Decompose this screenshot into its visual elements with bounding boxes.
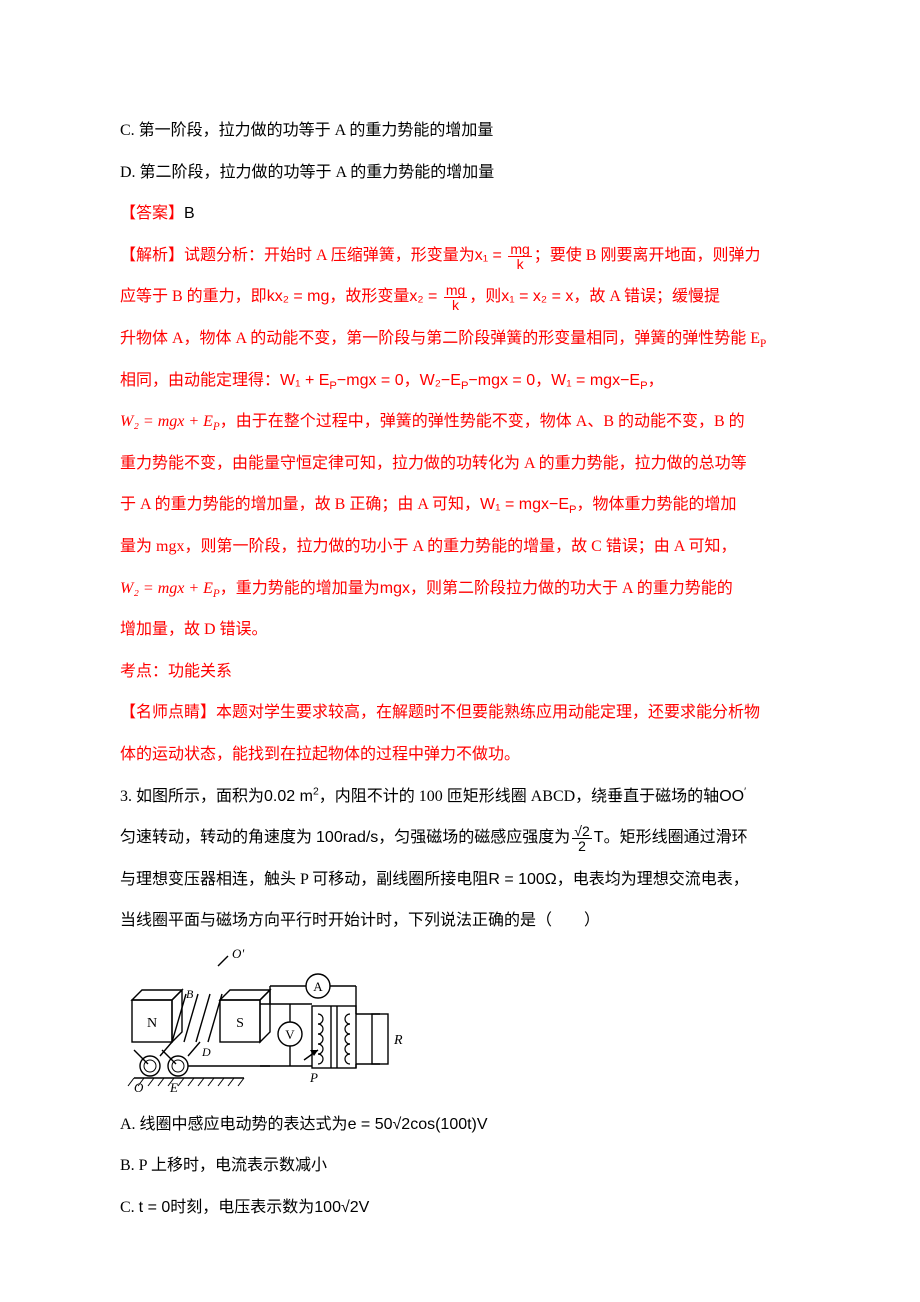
q3-option-a: A. 线圈中感应电动势的表达式为e = 50√2cos(100t)V [120, 1104, 800, 1146]
text: ，由于在整个过程中，弹簧的弹性势能不变，物体 A、B 的动能不变，B 的 [220, 413, 745, 430]
frac-mg-k: mgk [506, 242, 533, 271]
text: 升物体 A，物体 A 的动能不变，第一阶段与第二阶段弹簧的形变量相同，弹簧的弹性… [120, 330, 760, 347]
text: ，故形变量 [329, 288, 409, 305]
text: ，则 [469, 288, 501, 305]
eq-R: R = 100Ω [488, 871, 556, 888]
q2-explain-6: 重力势能不变，由能量守恒定律可知，拉力做的功转化为 A 的重力势能，拉力做的总功… [120, 443, 800, 485]
eq-kx2: kx₂ = mg [267, 288, 330, 305]
q2-explain-3: 升物体 A，物体 A 的动能不变，第一阶段与第二阶段弹簧的形变量相同，弹簧的弹性… [120, 318, 800, 360]
eq-x1: x₁ = [475, 247, 507, 264]
q3-line-3: 与理想变压器相连，触头 P 可移动，副线圈所接电阻R = 100Ω，电表均为理想… [120, 859, 800, 901]
svg-text:A: A [313, 979, 323, 994]
svg-text:N: N [147, 1016, 157, 1031]
circuit-diagram-svg: NSBDO'OEAVPR [120, 948, 405, 1098]
area: 0.02 m2 [264, 788, 319, 805]
svg-text:R: R [393, 1033, 403, 1048]
text: 应等于 B 的重力，即 [120, 288, 267, 305]
q3-option-c: C. t = 0时刻，电压表示数为100√2V [120, 1187, 800, 1229]
eq-w1mgx: W₁ = mgx−EP [480, 496, 576, 513]
q2-explain-8: 量为 mgx，则第一阶段，拉力做的功小于 A 的重力势能的增量，故 C 错误；由… [120, 526, 800, 568]
eq-w1a: W₁ + EP−mgx = 0，W₂−EP−mgx = 0，W₁ = mgx−E… [280, 372, 664, 389]
eq-w2b: W₂ = mgx + EP [120, 580, 220, 597]
text: 相同，由动能定理得： [120, 372, 280, 389]
answer-value: B [184, 205, 195, 222]
frac-sqrt2-2: √22 [570, 824, 593, 853]
svg-text:O: O [134, 1080, 144, 1095]
text: ，匀强磁场的磁感应强度为 [378, 829, 570, 846]
svg-text:S: S [236, 1016, 244, 1031]
text: ，则第二阶段拉力做的功大于 A 的重力势能的 [410, 580, 733, 597]
q2-option-c: C. 第一阶段，拉力做的功等于 A 的重力势能的增加量 [120, 110, 800, 152]
text: ；要使 B 刚要离开地面，则弹力 [534, 247, 761, 264]
text: 如图所示，面积为 [136, 788, 264, 805]
page: C. 第一阶段，拉力做的功等于 A 的重力势能的增加量 D. 第二阶段，拉力做的… [0, 0, 920, 1289]
q2-explain-9: W₂ = mgx + EP，重力势能的增加量为mgx，则第二阶段拉力做的功大于 … [120, 568, 800, 610]
svg-text:D: D [201, 1045, 211, 1059]
q2-explain-10: 增加量，故 D 错误。 [120, 609, 800, 651]
answer-label: 【答案】 [120, 205, 184, 222]
frac-mg-k-2: mgk [442, 283, 469, 312]
text: ，电表均为理想交流电表， [557, 871, 749, 888]
text: ，故 A 错误；缓慢提 [573, 288, 720, 305]
q3-line-1: 3. 如图所示，面积为0.02 m2，内阻不计的 100 匝矩形线圈 ABCD，… [120, 776, 800, 818]
t0: t = 0 [139, 1199, 171, 1216]
q2-topic: 考点：功能关系 [120, 651, 800, 693]
val: 100√2V [314, 1199, 369, 1216]
text: ，内阻不计的 100 匝矩形线圈 ABCD，绕垂直于磁场的轴 [319, 788, 719, 805]
text: A. 线圈中感应电动势的表达式为 [120, 1116, 348, 1133]
text: 匀速转动，转动的角速度为 [120, 829, 316, 846]
q3-num: 3. [120, 788, 136, 805]
text: ，重力势能的增加量为 [220, 580, 380, 597]
explain-label: 【解析】 [120, 247, 184, 264]
text: 时刻，电压表示数为 [170, 1199, 314, 1216]
mgx: mgx [380, 580, 410, 597]
text: 。矩形线圈通过滑环 [604, 829, 748, 846]
q3-figure: NSBDO'OEAVPR [120, 948, 405, 1098]
q2-explain-5: W₂ = mgx + EP，由于在整个过程中，弹簧的弹性势能不变，物体 A、B … [120, 401, 800, 443]
tip-label: 【名师点睛】 [120, 704, 216, 721]
q2-explain-7: 于 A 的重力势能的增加量，故 B 正确；由 A 可知，W₁ = mgx−EP，… [120, 484, 800, 526]
text: 试题分析：开始时 A 压缩弹簧，形变量为 [184, 247, 475, 264]
text: 与理想变压器相连，触头 P 可移动，副线圈所接电阻 [120, 871, 488, 888]
text: 本题对学生要求较高，在解题时不但要能熟练应用动能定理，还要求能分析物 [216, 704, 760, 721]
q2-tip-1: 【名师点睛】本题对学生要求较高，在解题时不但要能熟练应用动能定理，还要求能分析物 [120, 692, 800, 734]
omega: 100rad/s [316, 829, 378, 846]
text: C. [120, 1199, 139, 1216]
q2-tip-2: 体的运动状态，能找到在拉起物体的过程中弹力不做功。 [120, 734, 800, 776]
q2-explain-1: 【解析】试题分析：开始时 A 压缩弹簧，形变量为x₁ = mgk；要使 B 刚要… [120, 235, 800, 277]
svg-text:O': O' [232, 948, 244, 961]
eq-x1x2x: x₁ = x₂ = x [501, 288, 573, 305]
q2-explain-2: 应等于 B 的重力，即kx₂ = mg，故形变量x₂ = mgk，则x₁ = x… [120, 276, 800, 318]
eq-e: e = 50√2cos(100t)V [348, 1116, 488, 1133]
eq-w2: W₂ = mgx + EP [120, 413, 220, 430]
text: 于 A 的重力势能的增加量，故 B 正确；由 A 可知， [120, 496, 480, 513]
sub-p: P [760, 338, 766, 350]
axis-oo: OO′ [719, 788, 746, 805]
q3-line-2: 匀速转动，转动的角速度为 100rad/s，匀强磁场的磁感应强度为√22T。矩形… [120, 817, 800, 859]
q3-option-b: B. P 上移时，电流表示数减小 [120, 1145, 800, 1187]
svg-text:P: P [309, 1070, 318, 1085]
q2-answer: 【答案】B [120, 193, 800, 235]
q2-explain-4: 相同，由动能定理得：W₁ + EP−mgx = 0，W₂−EP−mgx = 0，… [120, 360, 800, 402]
eq-x2: x₂ = [409, 288, 441, 305]
svg-text:B: B [186, 987, 194, 1001]
q2-option-d: D. 第二阶段，拉力做的功等于 A 的重力势能的增加量 [120, 152, 800, 194]
svg-text:V: V [285, 1027, 295, 1042]
q3-line-4: 当线圈平面与磁场方向平行时开始计时，下列说法正确的是（ ） [120, 900, 800, 942]
text: ，物体重力势能的增加 [576, 496, 736, 513]
unit-T: T [594, 829, 604, 846]
